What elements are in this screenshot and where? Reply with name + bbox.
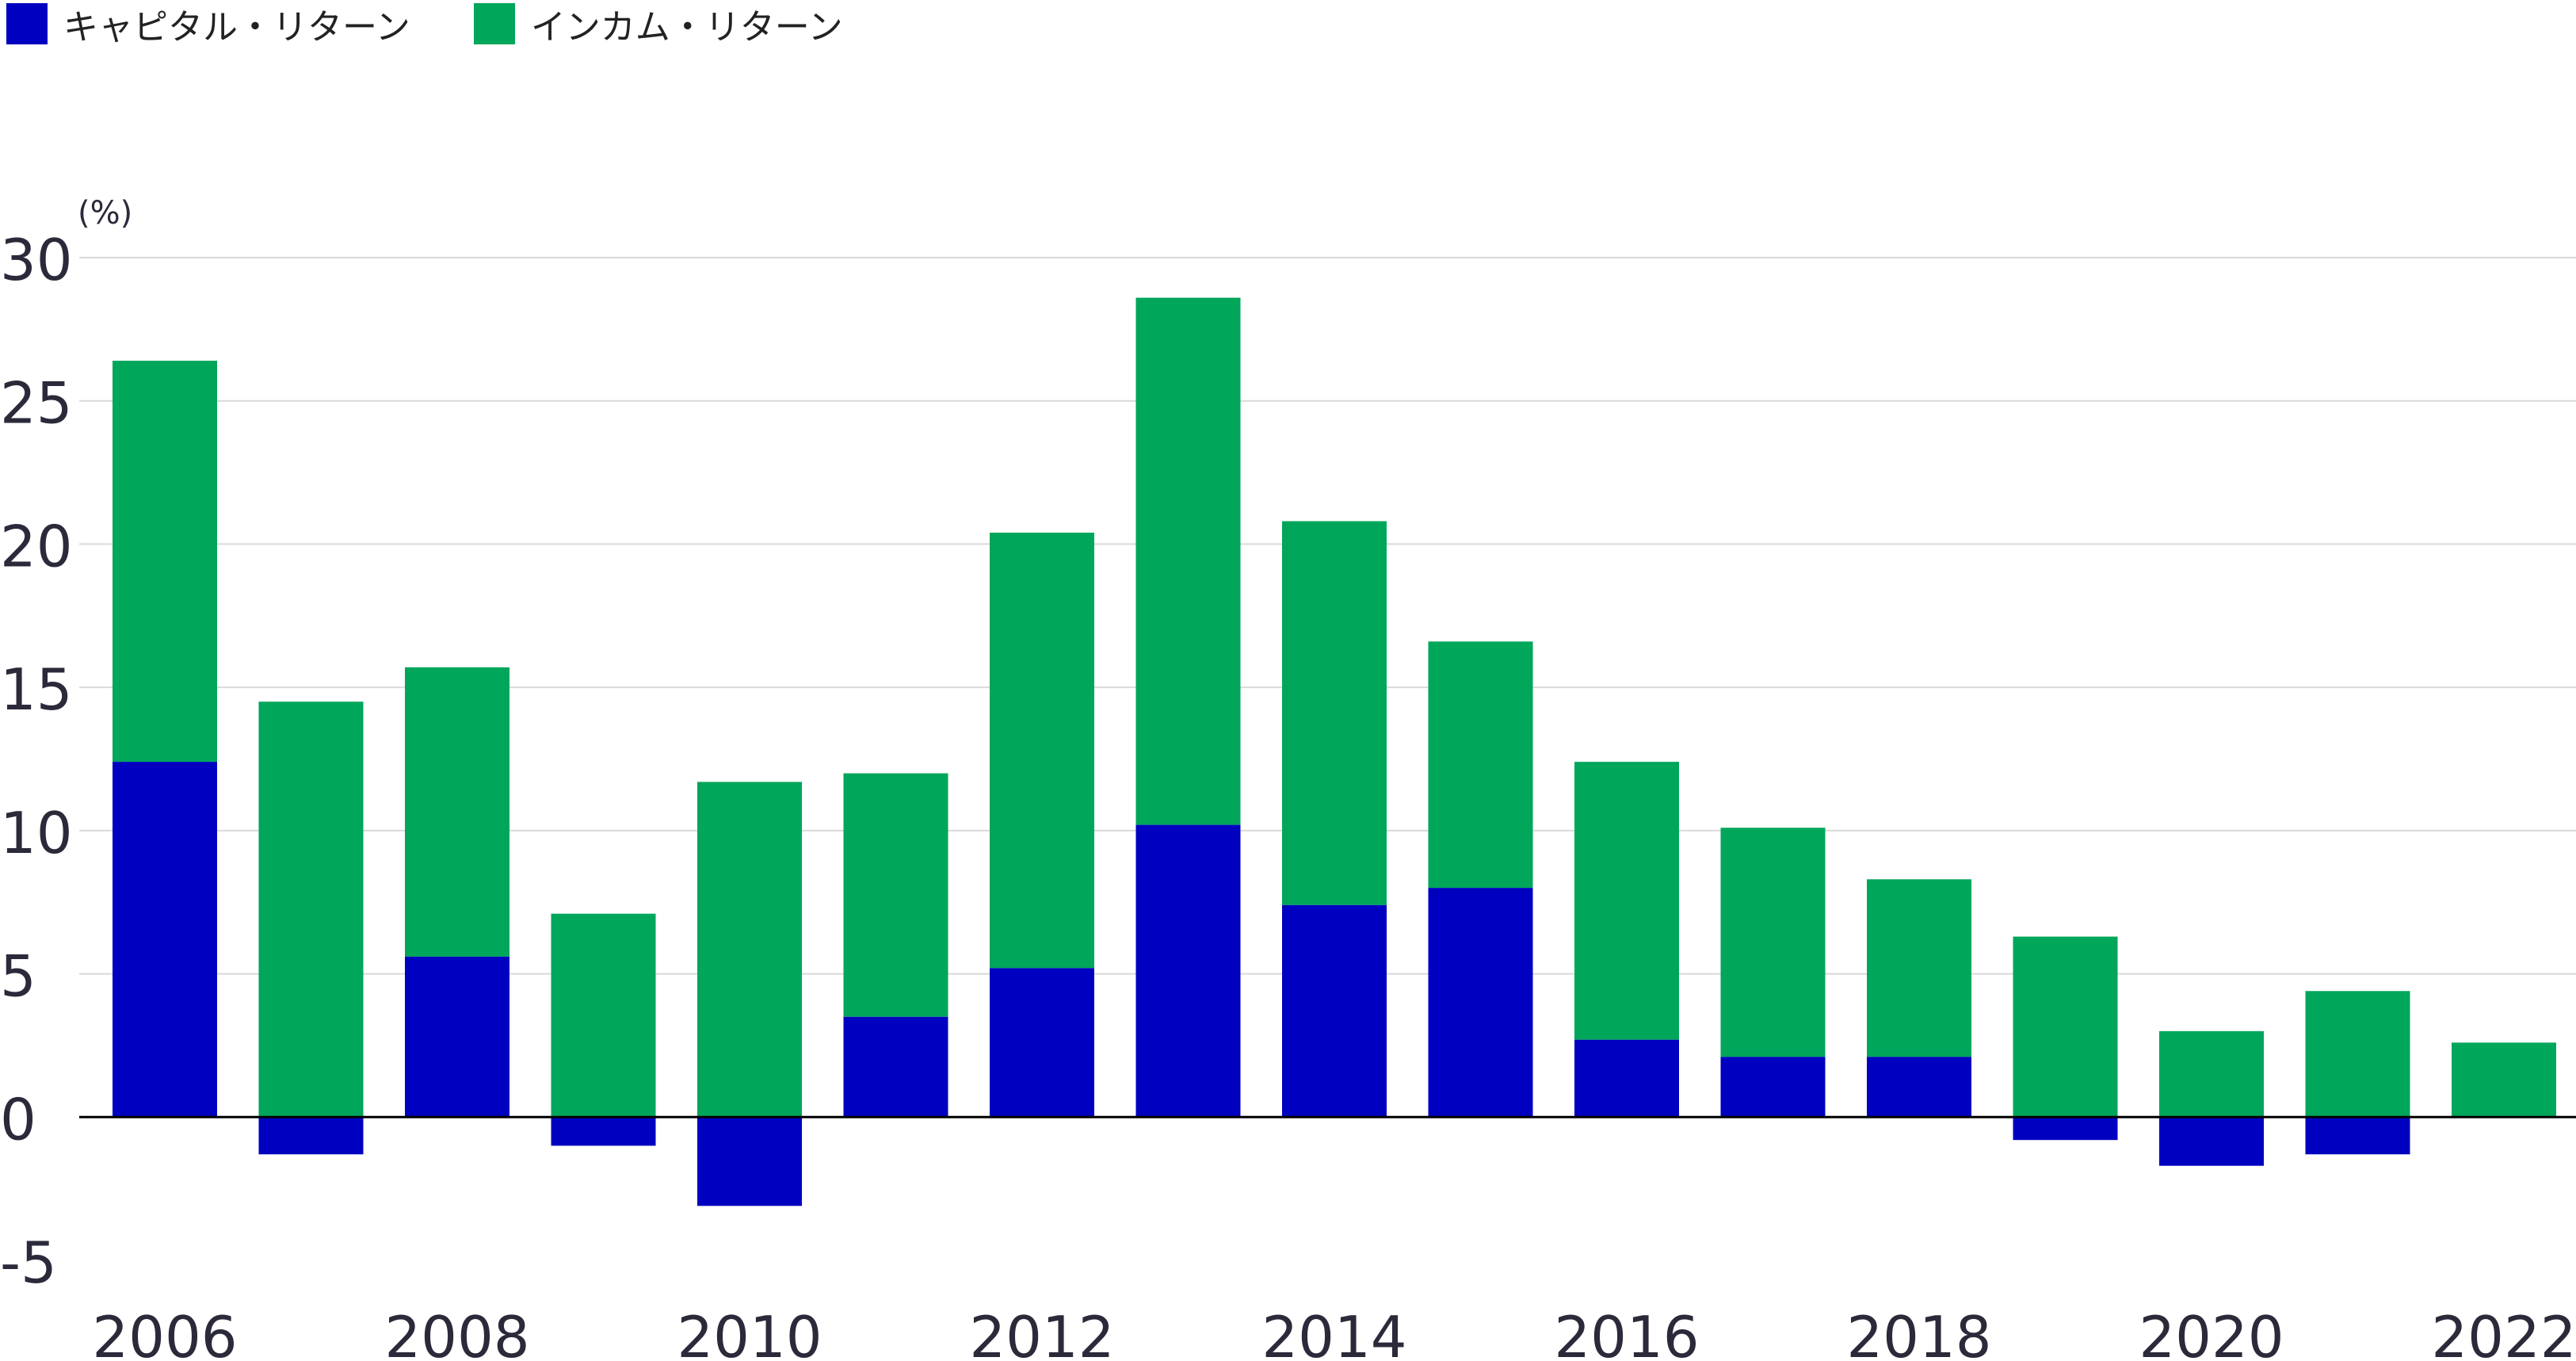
bar-capital-2021 [2305,1117,2410,1155]
legend-item-income: インカム・リターン [473,0,843,49]
bar-income-2010 [697,782,802,1118]
bar-capital-2013 [1135,824,1241,1118]
bar-income-2014 [1282,521,1387,905]
legend: キャピタル・リターン インカム・リターン [6,0,843,48]
bar-capital-2009 [551,1117,656,1146]
bar-income-2007 [258,702,364,1118]
legend-label-capital: キャピタル・リターン [63,7,410,48]
x-tick-label: 2020 [2139,1304,2284,1361]
bar-income-2019 [2013,936,2118,1118]
bar-income-2008 [405,667,509,957]
bar-capital-2008 [405,956,509,1118]
legend-label-income: インカム・リターン [530,7,843,48]
bar-capital-2016 [1574,1039,1679,1118]
bar-income-2009 [551,913,656,1118]
bar-capital-2019 [2013,1117,2118,1141]
legend-item-capital: キャピタル・リターン [6,0,410,49]
x-tick-label: 2012 [969,1304,1114,1361]
x-tick-label: 2022 [2431,1304,2576,1361]
bar-income-2017 [1720,828,1826,1057]
bar-income-2006 [113,361,217,763]
bar-capital-2012 [990,968,1094,1118]
x-tick-label: 2010 [677,1304,822,1361]
y-tick-label: -5 [0,1229,57,1296]
x-tick-label: 2006 [92,1304,237,1361]
x-tick-label: 2016 [1554,1304,1699,1361]
bar-capital-2006 [113,762,217,1118]
bar-income-2020 [2159,1030,2264,1118]
x-tick-label: 2014 [1261,1304,1406,1361]
y-tick-label: 10 [0,800,73,866]
y-tick-label: 0 [0,1086,36,1153]
bar-income-2016 [1574,762,1679,1040]
bar-income-2011 [843,773,948,1017]
bar-capital-2010 [697,1117,802,1206]
bar-income-2012 [990,532,1094,969]
bar-capital-2015 [1428,888,1533,1118]
y-tick-label: 20 [0,513,73,579]
bar-capital-2011 [843,1016,948,1118]
bar-capital-2017 [1720,1057,1826,1118]
legend-swatch-capital [6,3,48,44]
bars [113,297,2556,1206]
bar-capital-2018 [1867,1057,1971,1118]
axes: 30 25 20 15 10 5 0 -5 (%) 2006 2008 2010 2012 2014 201… [0,195,2576,1361]
bar-income-2022 [2452,1042,2556,1118]
y-tick-label: 25 [0,370,73,437]
x-tick-label: 2008 [384,1304,529,1361]
y-tick-label: 15 [0,656,73,723]
legend-swatch-income [473,3,515,44]
bar-income-2013 [1135,297,1241,825]
bar-capital-2020 [2159,1117,2264,1166]
y-tick-label: 30 [0,227,73,293]
bar-income-2015 [1428,641,1533,889]
x-tick-label: 2018 [1846,1304,1991,1361]
bar-capital-2007 [258,1117,364,1155]
y-unit-label: (%) [78,195,132,231]
bar-income-2018 [1867,879,1971,1057]
y-tick-label: 5 [0,943,36,1010]
bar-income-2021 [2305,991,2410,1118]
bar-capital-2014 [1282,904,1387,1118]
